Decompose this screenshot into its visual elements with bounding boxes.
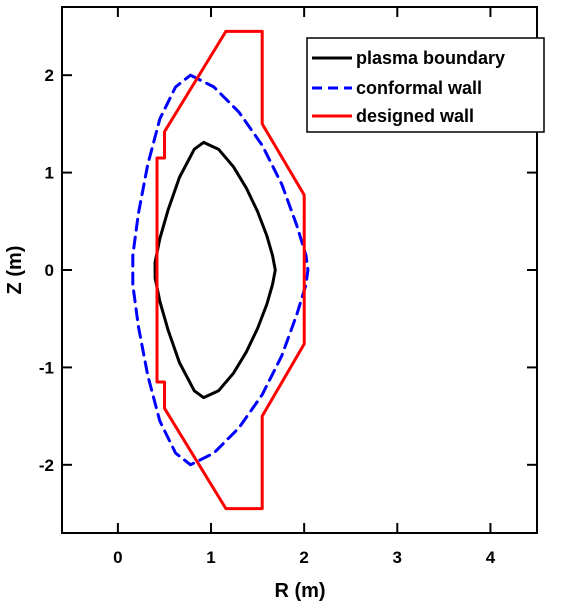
series-line-plasma-boundary	[153, 140, 277, 400]
y-tick-label: 1	[45, 164, 54, 183]
legend-label-plasma-boundary: plasma boundary	[356, 48, 505, 68]
legend-label-conformal-wall: conformal wall	[356, 78, 482, 98]
y-tick-label: 0	[45, 261, 54, 280]
x-tick-label: 2	[299, 548, 308, 567]
x-tick-label: 0	[113, 548, 122, 567]
y-tick-label: -1	[39, 358, 54, 377]
y-tick-label: -2	[39, 456, 54, 475]
series-layer	[131, 29, 310, 511]
x-axis-label: R (m)	[274, 580, 325, 602]
series-line-designed-wall	[155, 29, 306, 511]
legend-label-designed-wall: designed wall	[356, 106, 474, 126]
x-tick-label: 1	[206, 548, 215, 567]
axis-layer: 0 1 2 3 4 -2 -1 0 1 2	[39, 7, 537, 567]
series-line-conformal-wall	[131, 73, 310, 467]
legend: plasma boundary conformal wall designed …	[306, 37, 545, 133]
plot-frame	[61, 6, 538, 534]
y-axis-label: Z (m)	[4, 246, 26, 295]
x-tick-label: 4	[486, 548, 496, 567]
y-tick-label: 2	[45, 66, 54, 85]
x-tick-label: 3	[393, 548, 402, 567]
